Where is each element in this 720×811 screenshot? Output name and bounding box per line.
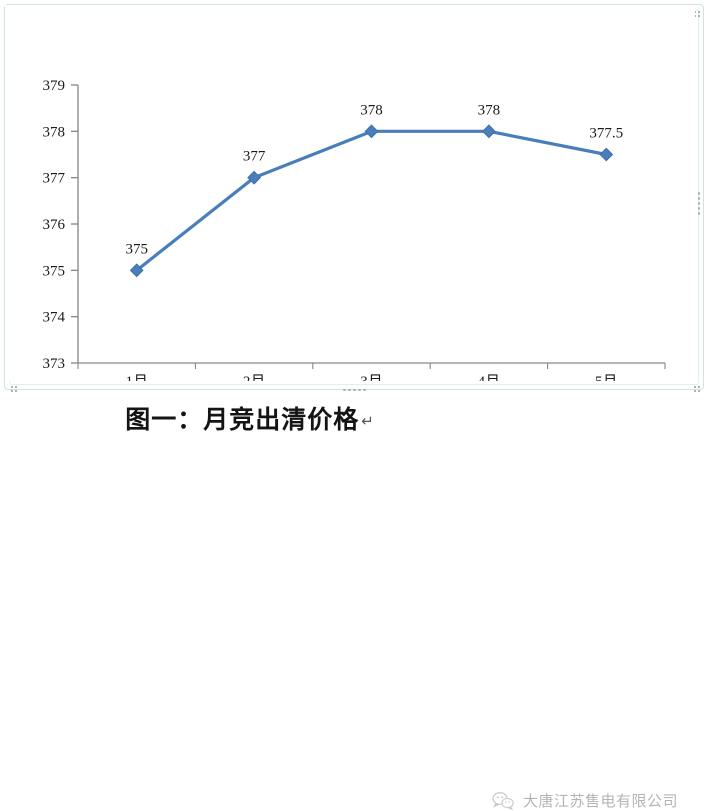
y-axis-tick-label: 374 [43, 310, 66, 326]
series-marker[interactable] [364, 124, 379, 139]
y-axis-tick-label: 379 [43, 78, 66, 94]
line-chart[interactable]: 379 378 377 376 375 374 373 375 377 378 378 377.5 … [5, 5, 695, 381]
category-label: 5月 [595, 374, 618, 381]
chart-object-selection-frame[interactable]: 379 378 377 376 375 374 373 375 377 378 378 377.5 … [4, 4, 704, 393]
resize-handle-bottom-right[interactable] [693, 385, 701, 393]
data-label: 375 [125, 241, 148, 257]
watermark-text: 大唐江苏售电有限公司 [523, 792, 679, 810]
category-label: 1月 [125, 374, 148, 381]
y-axis-tick-label: 377 [43, 171, 66, 187]
figure-caption-text: 图一：月竞出清价格 [125, 405, 360, 434]
resize-handle-middle-right[interactable] [697, 191, 701, 217]
category-label: 2月 [243, 374, 266, 381]
resize-handle-top-right[interactable] [693, 10, 701, 18]
chart-plot-background [5, 5, 695, 381]
y-axis: 379 378 377 376 375 374 373 [43, 78, 79, 372]
y-axis-tick-label: 376 [43, 217, 66, 233]
series-marker[interactable] [481, 124, 496, 139]
x-axis [77, 362, 666, 369]
series-marker[interactable] [599, 147, 614, 162]
resize-handle-bottom-left[interactable] [10, 385, 18, 393]
wechat-logo-icon [492, 791, 514, 811]
figure-caption: 图一：月竞出清价格 ↵ [0, 400, 500, 436]
series-marker[interactable] [247, 170, 262, 185]
series-markers [129, 124, 614, 278]
category-axis-labels: 1月 2月 3月 4月 5月 [125, 374, 617, 381]
watermark: 大唐江苏售电有限公司 [492, 790, 678, 811]
series-data-labels: 375 377 378 378 377.5 [125, 102, 623, 257]
resize-handle-bottom-center[interactable] [342, 388, 368, 392]
category-label: 4月 [478, 374, 501, 381]
data-label: 378 [360, 102, 383, 118]
y-axis-tick-label: 378 [43, 124, 66, 140]
data-label: 378 [478, 102, 501, 118]
series-marker[interactable] [129, 263, 144, 278]
paragraph-mark-icon: ↵ [361, 412, 375, 430]
category-label: 3月 [360, 374, 383, 381]
y-axis-tick-label: 375 [43, 263, 66, 279]
data-label: 377.5 [589, 126, 623, 142]
y-axis-tick-label: 373 [43, 356, 66, 372]
caption-row: 图一：月竞出清价格 ↵ 大唐江苏售电有限公司 [0, 392, 720, 811]
data-label: 377 [243, 149, 266, 165]
